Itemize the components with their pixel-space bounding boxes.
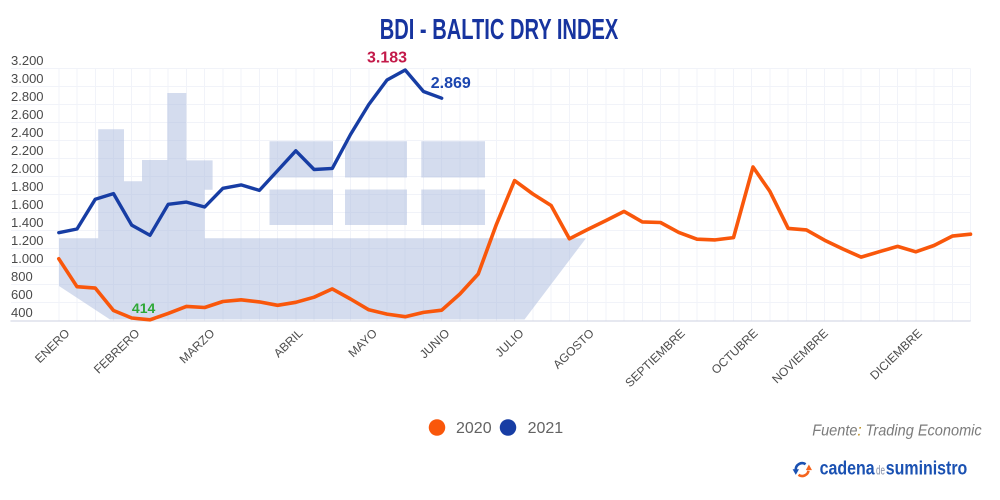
svg-text:1.200: 1.200 <box>11 233 44 248</box>
svg-text:1.600: 1.600 <box>11 197 44 212</box>
svg-text:800: 800 <box>11 269 33 284</box>
svg-text:2.869: 2.869 <box>431 75 471 92</box>
svg-text:3.000: 3.000 <box>11 71 44 86</box>
svg-text:400: 400 <box>11 305 33 320</box>
svg-text:Fuente: Trading Economic: Fuente: Trading Economic <box>812 423 982 440</box>
svg-text:1.800: 1.800 <box>11 179 44 194</box>
svg-text:cadena: cadena <box>820 459 875 480</box>
svg-text:suministro: suministro <box>886 459 968 480</box>
svg-text:414: 414 <box>132 300 156 316</box>
svg-text:2.000: 2.000 <box>11 161 44 176</box>
svg-text:2.600: 2.600 <box>11 107 44 122</box>
svg-text:BDI - BALTIC DRY INDEX: BDI - BALTIC DRY INDEX <box>380 14 619 46</box>
svg-text:3.200: 3.200 <box>11 53 44 68</box>
svg-text:2021: 2021 <box>528 420 564 437</box>
svg-text:de: de <box>876 464 885 478</box>
svg-text:1.400: 1.400 <box>11 215 44 230</box>
svg-text:1.000: 1.000 <box>11 251 44 266</box>
svg-text:600: 600 <box>11 287 33 302</box>
svg-text:2.200: 2.200 <box>11 143 44 158</box>
svg-text:2.800: 2.800 <box>11 89 44 104</box>
svg-text:3.183: 3.183 <box>367 50 407 67</box>
svg-text:2.400: 2.400 <box>11 125 44 140</box>
svg-text:2020: 2020 <box>456 420 492 437</box>
